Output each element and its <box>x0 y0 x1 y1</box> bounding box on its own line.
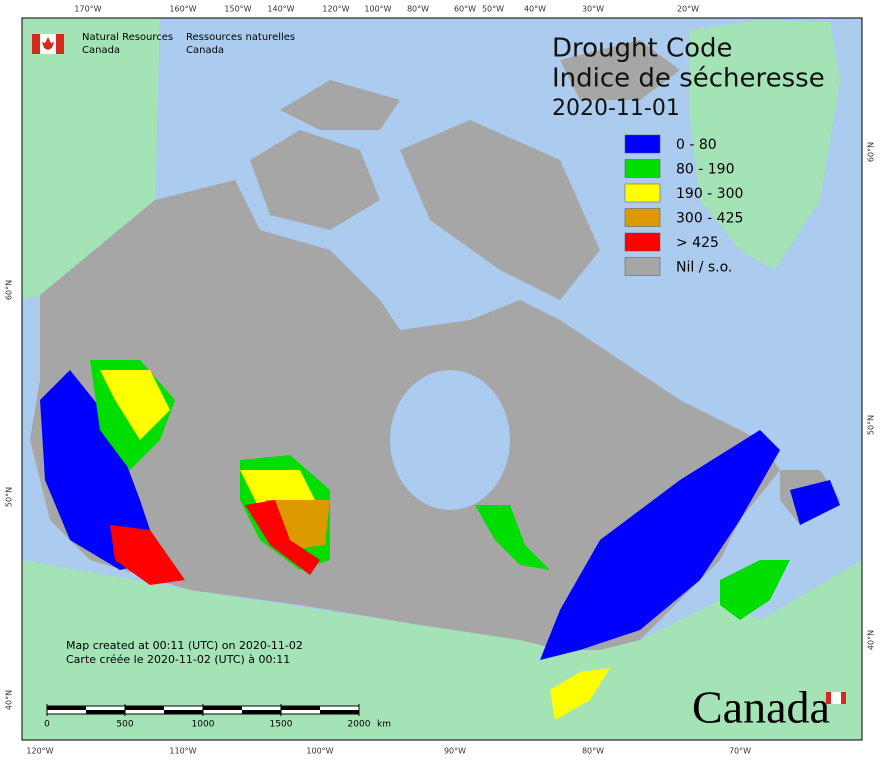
scale-segment <box>47 706 86 710</box>
title-en: Drought Code <box>552 34 733 64</box>
title-fr: Indice de sécheresse <box>552 64 825 94</box>
graticule-label: 80°W <box>407 5 429 14</box>
map-frame <box>21 17 863 741</box>
arctic-island <box>280 80 400 130</box>
graticule-label: 40°N <box>867 630 876 650</box>
legend-swatch <box>624 134 661 154</box>
scale-segment <box>203 706 242 710</box>
graticule-label: 30°W <box>582 5 604 14</box>
graticule-label: 90°W <box>444 747 466 756</box>
scale-tick-label: 2000 <box>348 720 371 730</box>
graticule-label: 160°W <box>169 5 196 14</box>
legend-label: 190 - 300 <box>676 186 743 202</box>
wordmark-flag <box>831 692 841 704</box>
greenland <box>690 20 840 270</box>
agency-en: Canada <box>82 45 120 56</box>
scale-segment <box>242 710 281 714</box>
legend-swatch <box>624 257 661 276</box>
title-date: 2020-11-01 <box>552 96 680 121</box>
alaska <box>22 18 160 300</box>
credit: Carte créée le 2020-11-02 (UTC) à 00:11 <box>66 653 290 666</box>
scale-tick-label: 1500 <box>270 720 293 730</box>
graticule-label: 40°N <box>5 690 14 710</box>
scale-unit: km <box>377 720 391 730</box>
graticule-label: 100°W <box>364 5 391 14</box>
flag-bar <box>32 34 40 54</box>
scale-tick-label: 0 <box>44 720 50 730</box>
agency-fr: Ressources naturelles <box>186 32 295 43</box>
legend-label: 80 - 190 <box>676 162 735 178</box>
legend-label: > 425 <box>676 235 719 251</box>
graticule-label: 140°W <box>267 5 294 14</box>
graticule-label: 50°N <box>5 487 14 507</box>
scale-bar: 0 500 1000 1500 2000 km <box>44 704 391 730</box>
graticule-label: 100°W <box>306 747 333 756</box>
ellesmere-island <box>560 40 680 100</box>
graticule-label: 60°N <box>5 280 14 300</box>
legend-label: 0 - 80 <box>676 137 717 153</box>
graticule-label: 20°W <box>677 5 699 14</box>
graticule-label: 50°W <box>482 5 504 14</box>
zone-190-300 <box>100 370 170 440</box>
graticule-label: 120°W <box>26 747 53 756</box>
legend-swatch <box>624 183 661 203</box>
maple-leaf <box>42 37 54 50</box>
graticule-label: 150°W <box>224 5 251 14</box>
zone-190-300 <box>550 668 610 720</box>
zone-80-190 <box>475 505 550 570</box>
graticule-label: 60°W <box>454 5 476 14</box>
hudson-bay <box>390 370 510 510</box>
graticule-label: 70°W <box>729 747 751 756</box>
graticule-label: 80°W <box>582 747 604 756</box>
agency-en: Natural Resources <box>82 32 173 43</box>
legend-label: Nil / s.o. <box>676 260 732 276</box>
scale-tick-label: 500 <box>116 720 133 730</box>
zone-over-425 <box>110 525 185 585</box>
zone-0-80 <box>790 480 840 525</box>
flag-bar <box>56 34 64 54</box>
scale-segment <box>86 710 125 714</box>
legend-swatch <box>624 159 661 178</box>
scale-segment <box>320 710 359 714</box>
graticule-label: 110°W <box>169 747 196 756</box>
legend-swatch <box>624 232 661 252</box>
scale-tick-label: 1000 <box>192 720 215 730</box>
zone-300-425 <box>265 500 330 550</box>
legend: 0 - 80 80 - 190 190 - 300 300 - 425 > 425 Nil… <box>624 134 743 276</box>
graticule-label: 40°W <box>524 5 546 14</box>
legend-label: 300 - 425 <box>676 211 743 227</box>
graticule-label: 60°N <box>867 142 876 162</box>
scale-segment <box>164 710 203 714</box>
arctic-island <box>250 130 380 230</box>
zone-0-80 <box>540 430 780 660</box>
scale-segment <box>125 706 164 710</box>
graticule-label: 170°W <box>74 5 101 14</box>
zone-80-190 <box>720 560 790 620</box>
zone-over-425 <box>245 500 320 575</box>
wordmark: Canada <box>692 682 830 733</box>
baffin-island <box>400 120 600 300</box>
credit: Map created at 00:11 (UTC) on 2020-11-02 <box>66 639 303 652</box>
graticule-labels: 170°W 160°W 150°W 140°W 120°W 100°W 80°W 60°W 50… <box>5 5 876 756</box>
graticule-label: 120°W <box>322 5 349 14</box>
graticule-label: 50°N <box>867 415 876 435</box>
usa <box>22 560 862 740</box>
scale-segment <box>281 706 320 710</box>
zone-0-80 <box>40 370 160 570</box>
legend-swatch <box>624 208 661 227</box>
agency-fr: Canada <box>186 45 224 56</box>
